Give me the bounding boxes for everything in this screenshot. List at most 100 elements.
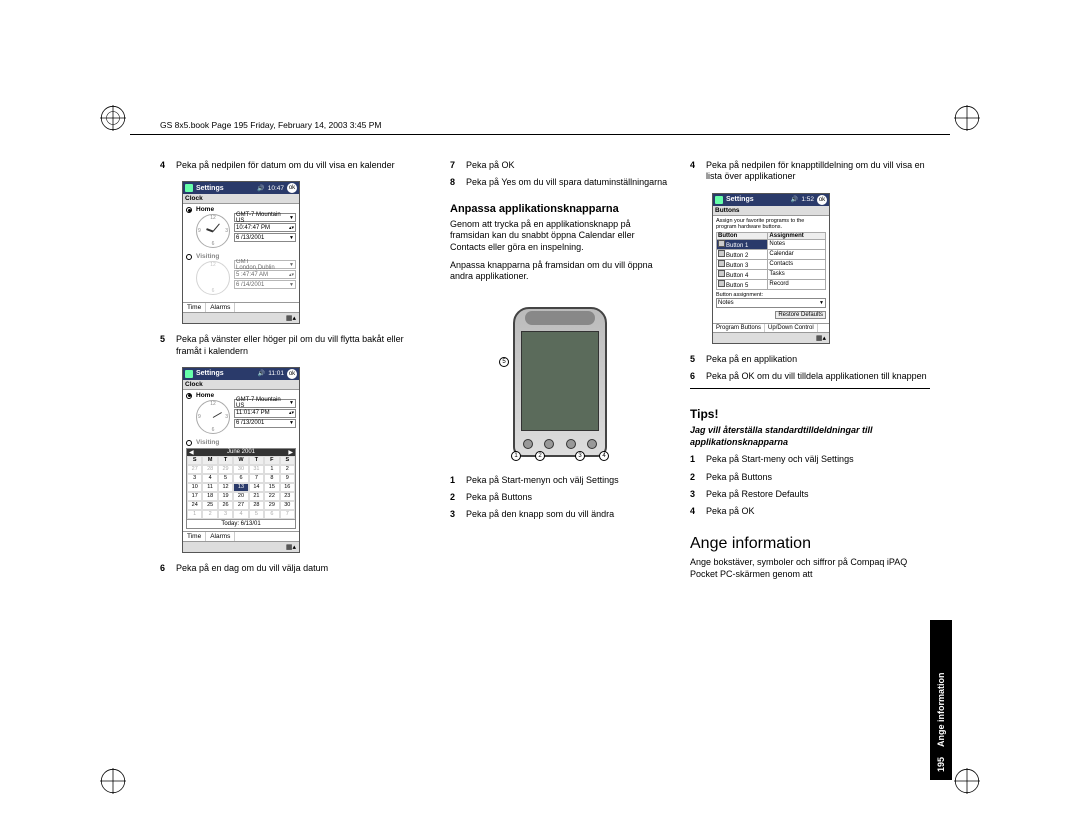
ok-button[interactable]: ok — [817, 195, 827, 205]
calendar-day[interactable]: 1 — [187, 510, 202, 519]
calendar-day[interactable]: 28 — [202, 465, 217, 474]
time-field[interactable]: 11:01:47 PM▴▾ — [234, 409, 296, 418]
calendar-day[interactable]: 24 — [187, 501, 202, 510]
tab-alarms[interactable]: Alarms — [206, 303, 235, 312]
calendar-day[interactable]: 12 — [218, 483, 233, 492]
home-radio[interactable] — [186, 207, 192, 213]
tab-updown[interactable]: Up/Down Control — [765, 324, 818, 332]
prev-month-button[interactable]: ◀ — [189, 449, 194, 456]
button-row[interactable]: Button 2Calendar — [717, 249, 826, 259]
calendar-day[interactable]: 21 — [249, 492, 264, 501]
calendar-day[interactable]: 23 — [280, 492, 295, 501]
calendar-grid[interactable]: SMTWTFS272829303112345678910111213141516… — [187, 456, 295, 519]
calendar-day[interactable]: 22 — [264, 492, 279, 501]
calendar-day[interactable]: 5 — [218, 474, 233, 483]
calendar-day[interactable]: 6 — [264, 510, 279, 519]
calendar-day[interactable]: 10 — [187, 483, 202, 492]
tab-alarms[interactable]: Alarms — [206, 532, 235, 541]
calendar-day[interactable]: 17 — [187, 492, 202, 501]
calendar-day[interactable]: 14 — [249, 483, 264, 492]
calendar-day[interactable]: 15 — [264, 483, 279, 492]
calendar-day[interactable]: 3 — [187, 474, 202, 483]
calendar-day[interactable]: 18 — [202, 492, 217, 501]
calendar-day[interactable]: 4 — [233, 510, 248, 519]
tip-2: 2Peka på Buttons — [690, 472, 930, 483]
calendar-day[interactable]: 5 — [249, 510, 264, 519]
titlebar: Settings 10:47 ok — [183, 182, 299, 194]
calendar-day[interactable]: 3 — [218, 510, 233, 519]
next-month-button[interactable]: ▶ — [288, 449, 293, 456]
col-assignment: Assignment — [768, 232, 826, 239]
tips-rule — [690, 388, 930, 389]
calendar-day[interactable]: 11 — [202, 483, 217, 492]
step-text: Peka på en applikation — [706, 354, 930, 365]
clock-time: 11:01 — [268, 370, 284, 377]
calendar-day[interactable]: 29 — [264, 501, 279, 510]
step-num: 4 — [160, 160, 170, 171]
step-6: 6 Peka på en dag om du vill välja datum — [160, 563, 430, 574]
calendar-day[interactable]: 7 — [249, 474, 264, 483]
column-3: 4 Peka på nedpilen för knapptilldelning … — [690, 160, 930, 780]
today-label[interactable]: Today: 6/13/01 — [187, 519, 295, 528]
calendar-day[interactable]: 1 — [264, 465, 279, 474]
button-row[interactable]: Button 1Notes — [717, 239, 826, 249]
step-text: Peka på Yes om du vill spara datuminstäl… — [466, 177, 670, 188]
date-field[interactable]: 6 /13/2001▼ — [234, 419, 296, 428]
calendar-day[interactable]: 25 — [202, 501, 217, 510]
calendar-day[interactable]: 8 — [264, 474, 279, 483]
calendar-day[interactable]: 20 — [233, 492, 248, 501]
tab-program-buttons[interactable]: Program Buttons — [713, 324, 765, 332]
calendar-day[interactable]: 2 — [280, 465, 295, 474]
tab-time[interactable]: Time — [183, 303, 206, 312]
calendar-day[interactable]: 30 — [233, 465, 248, 474]
column-2: 7 Peka på OK 8 Peka på Yes om du vill sp… — [450, 160, 670, 780]
button-row[interactable]: Button 3Contacts — [717, 259, 826, 269]
sip-bar[interactable]: ▦▴ — [183, 541, 299, 552]
home-radio[interactable] — [186, 393, 192, 399]
clock-time: 10:47 — [268, 185, 284, 192]
sip-bar[interactable]: ▦▴ — [183, 312, 299, 323]
date-field[interactable]: 6 /14/2001▼ — [234, 280, 296, 289]
ok-button[interactable]: ok — [287, 369, 297, 379]
calendar-day[interactable]: 7 — [280, 510, 295, 519]
step-text: Peka på vänster eller höger pil om du vi… — [176, 334, 430, 357]
calendar-day[interactable]: 16 — [280, 483, 295, 492]
timezone-field[interactable]: GMT London,Dublin▼ — [234, 260, 296, 269]
screenshot-clock-1: Settings 10:47 ok Clock Home 12369 — [182, 181, 300, 324]
assignment-dropdown[interactable]: Notes▼ — [716, 298, 826, 308]
step-text: Peka på Buttons — [706, 472, 930, 483]
dow-header: S — [187, 456, 202, 465]
visiting-radio[interactable] — [186, 440, 192, 446]
timezone-field[interactable]: GMT-7 Mountain US▼ — [234, 213, 296, 222]
visiting-radio[interactable] — [186, 254, 192, 260]
time-field[interactable]: 10:47:47 PM▴▾ — [234, 223, 296, 232]
calendar-day[interactable]: 28 — [249, 501, 264, 510]
sip-bar[interactable]: ▦▴ — [713, 332, 829, 343]
calendar-day[interactable]: 4 — [202, 474, 217, 483]
calendar-day[interactable]: 19 — [218, 492, 233, 501]
calendar-day[interactable]: 6 — [233, 474, 248, 483]
button-row[interactable]: Button 4Tasks — [717, 269, 826, 279]
step-text: Peka på en dag om du vill välja datum — [176, 563, 430, 574]
tab-time[interactable]: Time — [183, 532, 206, 541]
restore-defaults-button[interactable]: Restore Defaults — [775, 311, 826, 319]
step-text: Peka på nedpilen för knapptilldelning om… — [706, 160, 930, 183]
calendar-day[interactable]: 13 — [233, 483, 248, 492]
calendar-day[interactable]: 27 — [233, 501, 248, 510]
date-field[interactable]: 6 /13/2001▼ — [234, 233, 296, 242]
calendar-day[interactable]: 2 — [202, 510, 217, 519]
calendar-day[interactable]: 27 — [187, 465, 202, 474]
tip-3: 3Peka på Restore Defaults — [690, 489, 930, 500]
time-field[interactable]: 5 :47:47 AM▴▾ — [234, 270, 296, 279]
step-text: Peka på Restore Defaults — [706, 489, 930, 500]
calendar-day[interactable]: 31 — [249, 465, 264, 474]
calendar-day[interactable]: 30 — [280, 501, 295, 510]
calendar-day[interactable]: 29 — [218, 465, 233, 474]
calendar-day[interactable]: 26 — [218, 501, 233, 510]
timezone-field[interactable]: GMT-7 Mountain US▼ — [234, 399, 296, 408]
step-4b: 4 Peka på nedpilen för knapptilldelning … — [690, 160, 930, 183]
calendar-day[interactable]: 9 — [280, 474, 295, 483]
button-row[interactable]: Button 5Record — [717, 279, 826, 289]
callout-2-icon: 2 — [535, 451, 545, 461]
ok-button[interactable]: ok — [287, 183, 297, 193]
